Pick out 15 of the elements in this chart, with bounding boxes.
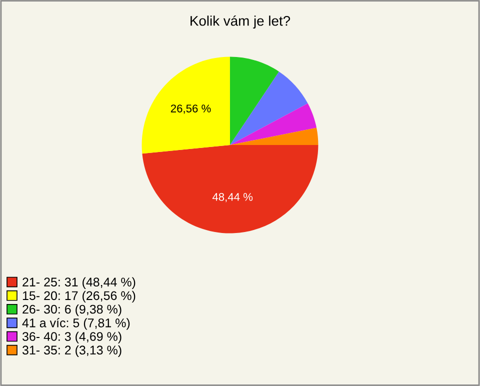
pie-slice — [142, 145, 318, 234]
pie-slice — [230, 128, 318, 145]
legend-label: 31- 35: 2 (3,13 %) — [22, 345, 122, 357]
pie-slice — [230, 72, 308, 145]
legend-label: 15- 20: 17 (26,56 %) — [22, 290, 136, 303]
data-label: 48,44 % — [212, 192, 253, 202]
legend-label: 36- 40: 3 (4,69 %) — [22, 332, 122, 344]
chart-title: Kolik vám je let? — [190, 15, 290, 29]
legend-label: 21- 25: 31 (48,44 %) — [22, 277, 136, 289]
legend-label: 41 a víc: 5 (7,81 %) — [22, 318, 130, 330]
pie-slice — [142, 56, 230, 154]
legend-label: 26- 30: 6 (9,38 %) — [22, 304, 122, 316]
pie-slice — [230, 103, 317, 145]
pie-slice — [230, 56, 280, 145]
data-label: 26,56 % — [170, 104, 211, 114]
